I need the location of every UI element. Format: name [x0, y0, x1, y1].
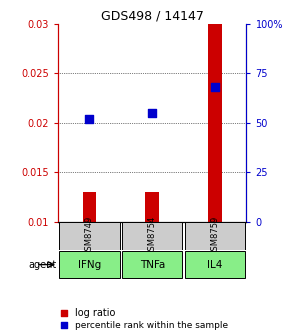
Text: IL4: IL4 — [207, 260, 223, 269]
Bar — [82, 192, 96, 222]
Bar — [59, 222, 119, 250]
Text: GSM8749: GSM8749 — [85, 216, 94, 256]
Title: GDS498 / 14147: GDS498 / 14147 — [101, 9, 204, 23]
Text: agent: agent — [28, 260, 57, 269]
Bar — [122, 251, 182, 278]
Text: GSM8754: GSM8754 — [148, 216, 157, 256]
Point — [61, 323, 66, 328]
Point — [61, 310, 66, 316]
Bar — [185, 251, 245, 278]
Point — [213, 84, 218, 90]
Text: log ratio: log ratio — [75, 308, 115, 318]
Bar — [208, 24, 222, 222]
Bar — [145, 192, 159, 222]
Point — [150, 110, 155, 116]
Bar — [185, 222, 245, 250]
Text: percentile rank within the sample: percentile rank within the sample — [75, 321, 228, 330]
Bar — [122, 222, 182, 250]
Bar — [59, 251, 119, 278]
Text: IFNg: IFNg — [78, 260, 101, 269]
Text: GSM8759: GSM8759 — [211, 216, 220, 256]
Point — [87, 116, 92, 121]
Text: TNFa: TNFa — [139, 260, 165, 269]
